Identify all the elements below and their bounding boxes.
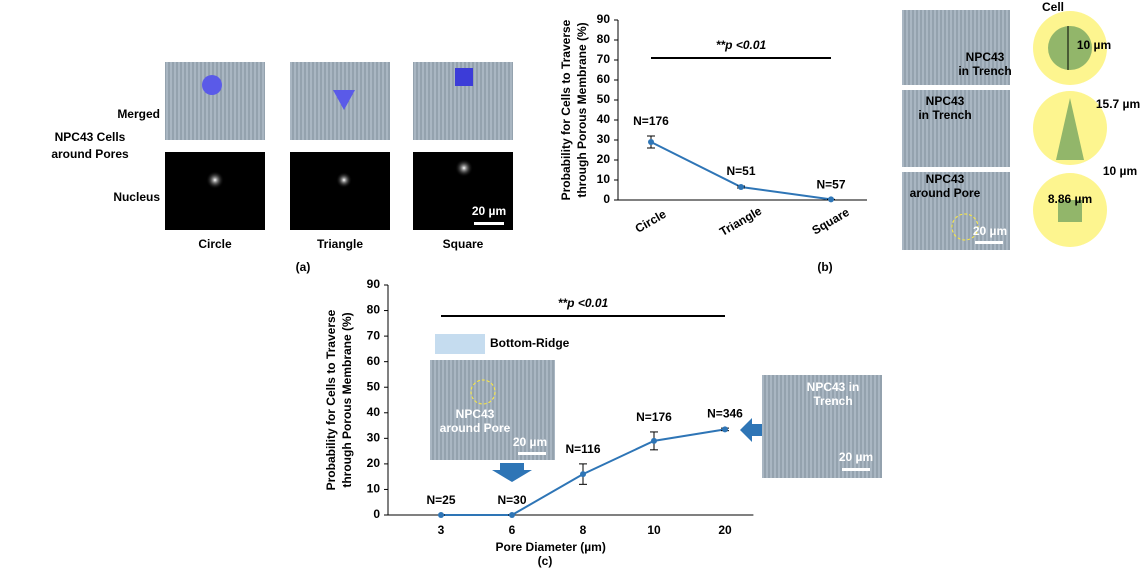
legend-swatch [435, 334, 485, 354]
image-label: in Trench [958, 64, 1011, 78]
y-tick-label: 90 [597, 12, 611, 26]
image-label: NPC43 [926, 94, 965, 108]
panel-b-images: NPC43 in Trench NPC43 in Trench NPC43 ar… [817, 0, 1140, 274]
point [722, 426, 728, 432]
y-axis-label: Probability for Cells to Traverse [324, 309, 338, 490]
scale-bar-label: 20 µm [973, 224, 1007, 238]
image-detail [206, 171, 224, 189]
y-tick-label: 40 [367, 405, 381, 419]
y-tick-label: 20 [367, 456, 381, 470]
x-tick-label: 6 [509, 523, 516, 537]
x-tick-label: 8 [580, 523, 587, 537]
scale-bar-label: 20 µm [472, 204, 506, 218]
image-detail [455, 68, 473, 86]
x-tick-label: 20 [718, 523, 732, 537]
x-tick-label: 3 [438, 523, 445, 537]
panel-a-title: NPC43 Cells [55, 130, 126, 144]
y-tick-label: 60 [367, 354, 381, 368]
scale-bar-label: 20 µm [513, 435, 547, 449]
scale-bar [474, 222, 504, 225]
y-tick-label: 50 [597, 92, 611, 106]
arrow [740, 418, 762, 442]
panel-a: NPC43 Cells around Pores Merged Nucleus … [51, 62, 513, 274]
column-label: Circle [198, 237, 232, 251]
significance-label: **p <0.01 [716, 38, 767, 52]
point [580, 471, 586, 477]
nucleus-image [165, 152, 265, 230]
shape-label: 8.86 µm [1048, 192, 1092, 206]
image-label: in Trench [918, 108, 971, 122]
shape-label: Cell [1042, 0, 1064, 14]
scale-bar [518, 452, 546, 455]
y-tick-label: 80 [367, 303, 381, 317]
point [651, 438, 657, 444]
count-label: N=30 [497, 493, 526, 507]
x-tick-label: Triangle [717, 204, 764, 239]
count-label: N=346 [707, 406, 743, 420]
column-label: Square [443, 237, 484, 251]
merged-image [165, 62, 265, 140]
x-axis-label: Pore Diameter (µm) [496, 540, 606, 554]
panel-a-title: around Pores [51, 147, 129, 161]
count-label: N=176 [636, 410, 672, 424]
column-label: Triangle [317, 237, 363, 251]
y-tick-label: 0 [603, 192, 610, 206]
image-label: NPC43 [966, 50, 1005, 64]
image-detail [336, 172, 352, 188]
point [509, 512, 515, 518]
image-label: NPC43 [456, 407, 495, 421]
y-tick-label: 70 [597, 52, 611, 66]
y-tick-label: 10 [367, 482, 381, 496]
count-label: N=57 [816, 178, 845, 192]
image-label: NPC43 [926, 172, 965, 186]
image-label: around Pore [910, 186, 981, 200]
y-tick-label: 40 [597, 112, 611, 126]
y-tick-label: 0 [373, 507, 380, 521]
significance-label: **p <0.01 [558, 296, 609, 310]
y-tick-label: 30 [597, 132, 611, 146]
y-tick-label: 30 [367, 431, 381, 445]
scale-bar [975, 241, 1003, 244]
count-label: N=51 [726, 164, 755, 178]
count-label: N=25 [426, 493, 455, 507]
x-tick-label: 10 [647, 523, 661, 537]
y-tick-label: 70 [367, 328, 381, 342]
row-label: Nucleus [113, 190, 160, 204]
y-axis-label: through Porous Membrane (%) [340, 312, 354, 487]
legend-label: Bottom-Ridge [490, 336, 570, 350]
y-axis-label: Probability for Cells to Traverse [559, 19, 573, 200]
shape-label: 15.7 µm [1096, 97, 1140, 111]
y-tick-label: 90 [367, 277, 381, 291]
point [648, 139, 654, 145]
y-axis-label: through Porous Membrane (%) [575, 22, 589, 197]
figure: NPC43 Cells around Pores Merged Nucleus … [0, 0, 1147, 569]
image-detail [455, 159, 473, 177]
panel-label: (a) [296, 260, 311, 274]
nucleus-image [290, 152, 390, 230]
point [738, 184, 744, 190]
scale-bar [842, 468, 870, 471]
count-label: N=176 [633, 114, 669, 128]
row-label: Merged [117, 107, 160, 121]
y-tick-label: 60 [597, 72, 611, 86]
scale-bar-label: 20 µm [839, 450, 873, 464]
y-tick-label: 80 [597, 32, 611, 46]
shape-label: 10 µm [1077, 38, 1111, 52]
image-label: NPC43 in [807, 380, 860, 394]
image-label: Trench [813, 394, 852, 408]
point [828, 196, 834, 202]
panel-label: (b) [817, 260, 832, 274]
image-detail [202, 75, 222, 95]
panel-label: (c) [538, 554, 553, 568]
y-tick-label: 20 [597, 152, 611, 166]
x-tick-label: Square [809, 205, 852, 238]
shape-label: 10 µm [1103, 164, 1137, 178]
y-tick-label: 50 [367, 379, 381, 393]
image-label: around Pore [440, 421, 511, 435]
point [438, 512, 444, 518]
y-tick-label: 10 [597, 172, 611, 186]
count-label: N=116 [565, 442, 600, 456]
arrow [492, 463, 532, 482]
x-tick-label: Circle [633, 207, 669, 236]
